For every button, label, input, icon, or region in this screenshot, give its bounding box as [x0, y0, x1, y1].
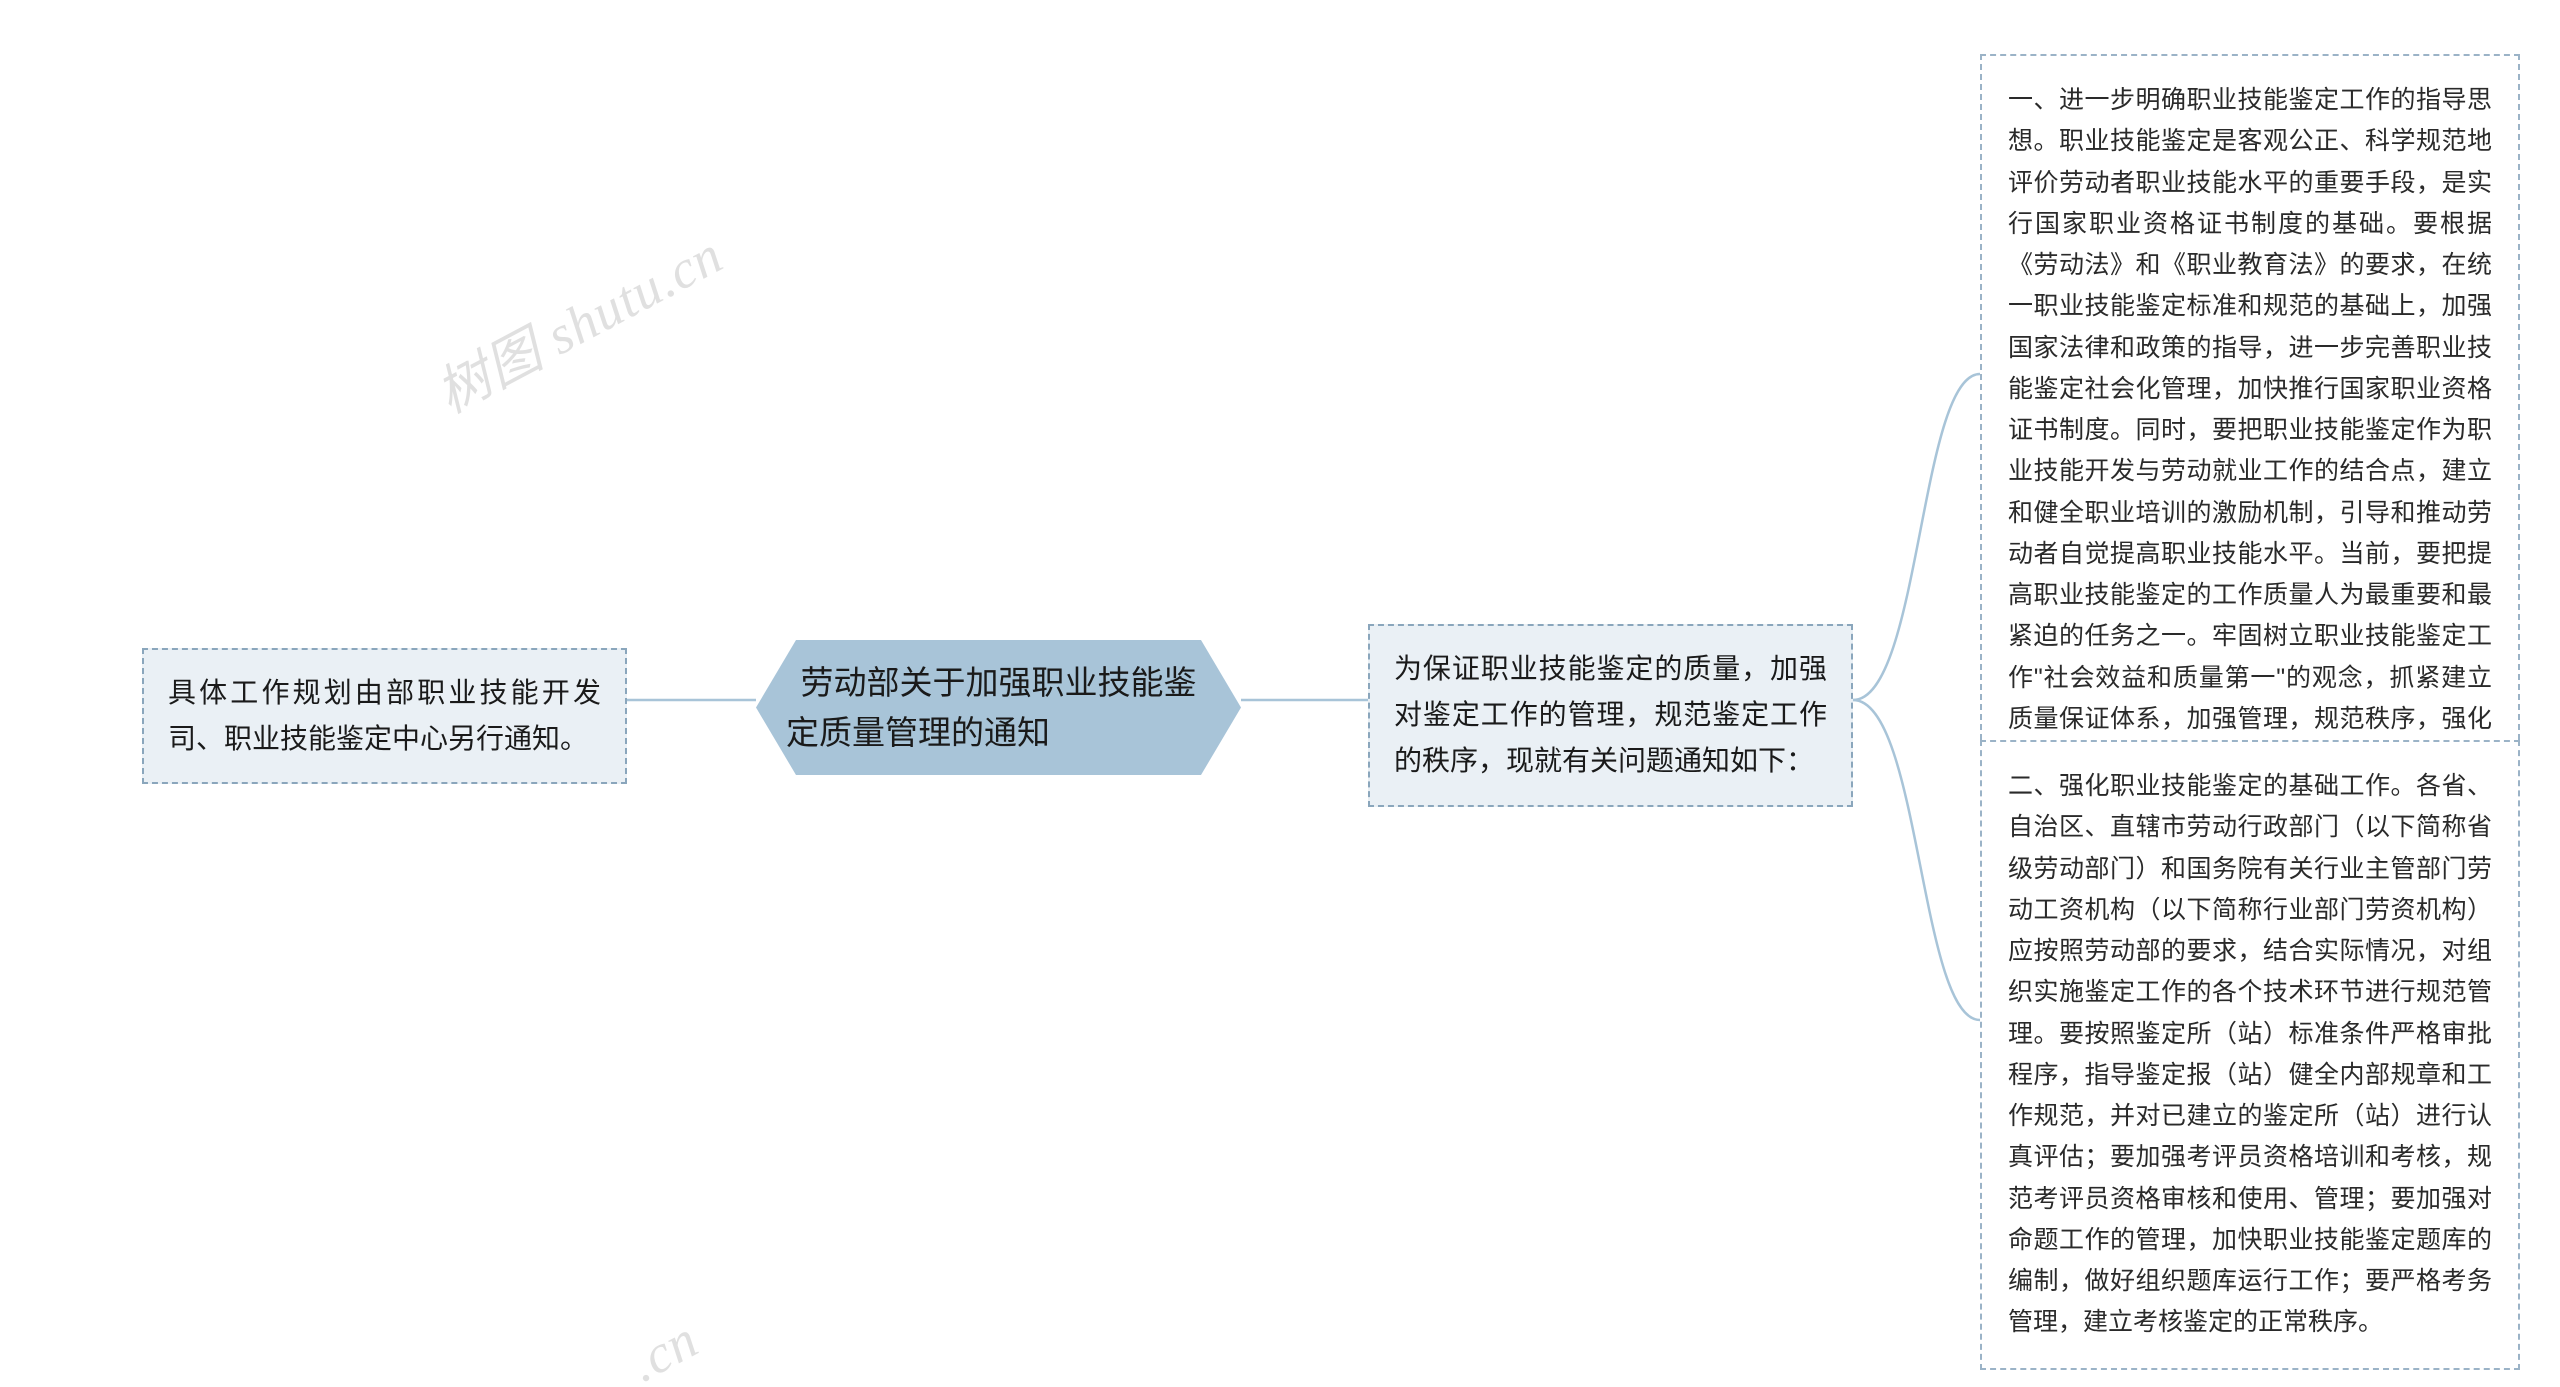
node-right-mid: 为保证职业技能鉴定的质量，加强对鉴定工作的管理，规范鉴定工作的秩序，现就有关问题… — [1368, 624, 1853, 807]
node-right-mid-text: 为保证职业技能鉴定的质量，加强对鉴定工作的管理，规范鉴定工作的秩序，现就有关问题… — [1394, 646, 1827, 785]
node-leaf-2-text: 二、强化职业技能鉴定的基础工作。各省、自治区、直辖市劳动行政部门（以下简称省级劳… — [2008, 766, 2492, 1344]
node-leaf-2: 二、强化职业技能鉴定的基础工作。各省、自治区、直辖市劳动行政部门（以下简称省级劳… — [1980, 740, 2520, 1370]
edge-right-leaf2 — [1853, 700, 1980, 1020]
edge-right-leaf1 — [1853, 374, 1980, 700]
watermark-1: 树图 shutu.cn — [420, 211, 734, 428]
watermark-3: .cn — [619, 1308, 708, 1387]
node-left-text: 具体工作规划由部职业技能开发司、职业技能鉴定中心另行通知。 — [168, 670, 601, 762]
node-left: 具体工作规划由部职业技能开发司、职业技能鉴定中心另行通知。 — [142, 648, 627, 784]
node-center: 劳动部关于加强职业技能鉴定质量管理的通知 — [756, 640, 1241, 775]
node-center-text: 劳动部关于加强职业技能鉴定质量管理的通知 — [786, 658, 1211, 757]
